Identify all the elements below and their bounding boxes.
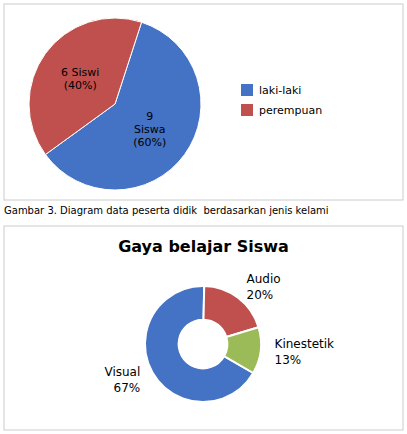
chart-title: Gaya belajar Siswa bbox=[118, 237, 289, 256]
legend-item: laki-laki bbox=[241, 84, 301, 97]
data-label: 20% bbox=[247, 288, 274, 302]
text-line: Audio bbox=[247, 272, 281, 286]
category-label: Kinestetik bbox=[275, 337, 335, 351]
text-line: Kinestetik bbox=[275, 337, 335, 351]
data-label: 6 Siswi(40%) bbox=[61, 66, 99, 92]
text-line: 20% bbox=[247, 288, 274, 302]
data-label: 9Siswa(60%) bbox=[133, 110, 166, 148]
text-line: 9 bbox=[146, 110, 153, 123]
legend-swatch bbox=[241, 104, 253, 116]
pie-group bbox=[145, 286, 261, 402]
chart-frame bbox=[4, 4, 403, 200]
legend-swatch bbox=[241, 84, 253, 96]
slice bbox=[224, 327, 261, 373]
category-label: Audio bbox=[247, 272, 281, 286]
data-labels: 9Siswa(60%) 6 Siswi(40%) bbox=[61, 66, 166, 149]
caption: Gambar 3. Diagram data peserta didik ber… bbox=[4, 205, 329, 216]
text-line: Visual bbox=[104, 365, 140, 379]
category-label: Visual bbox=[104, 365, 140, 379]
data-label: 67% bbox=[114, 381, 141, 395]
legend: laki-laki perempuan bbox=[241, 84, 322, 117]
text-line: (40%) bbox=[64, 79, 97, 92]
legend-item: perempuan bbox=[241, 104, 322, 117]
data-label: 13% bbox=[275, 353, 302, 367]
text-line: Siswa bbox=[134, 123, 166, 136]
text-line: (60%) bbox=[133, 136, 166, 149]
text-line: 67% bbox=[114, 381, 141, 395]
slice bbox=[29, 18, 142, 155]
data-labels: Visual 67% Audio 20% Kinestetik 13% bbox=[104, 272, 334, 395]
legend-label: laki-laki bbox=[259, 84, 301, 97]
legend-label: perempuan bbox=[259, 104, 322, 117]
text-line: 6 Siswi bbox=[61, 66, 99, 79]
chart-frame bbox=[4, 226, 403, 430]
pie-group bbox=[29, 18, 201, 190]
text-line: 13% bbox=[275, 353, 302, 367]
canvas: 9Siswa(60%) 6 Siswi(40%) laki-laki perempua… bbox=[0, 0, 407, 434]
